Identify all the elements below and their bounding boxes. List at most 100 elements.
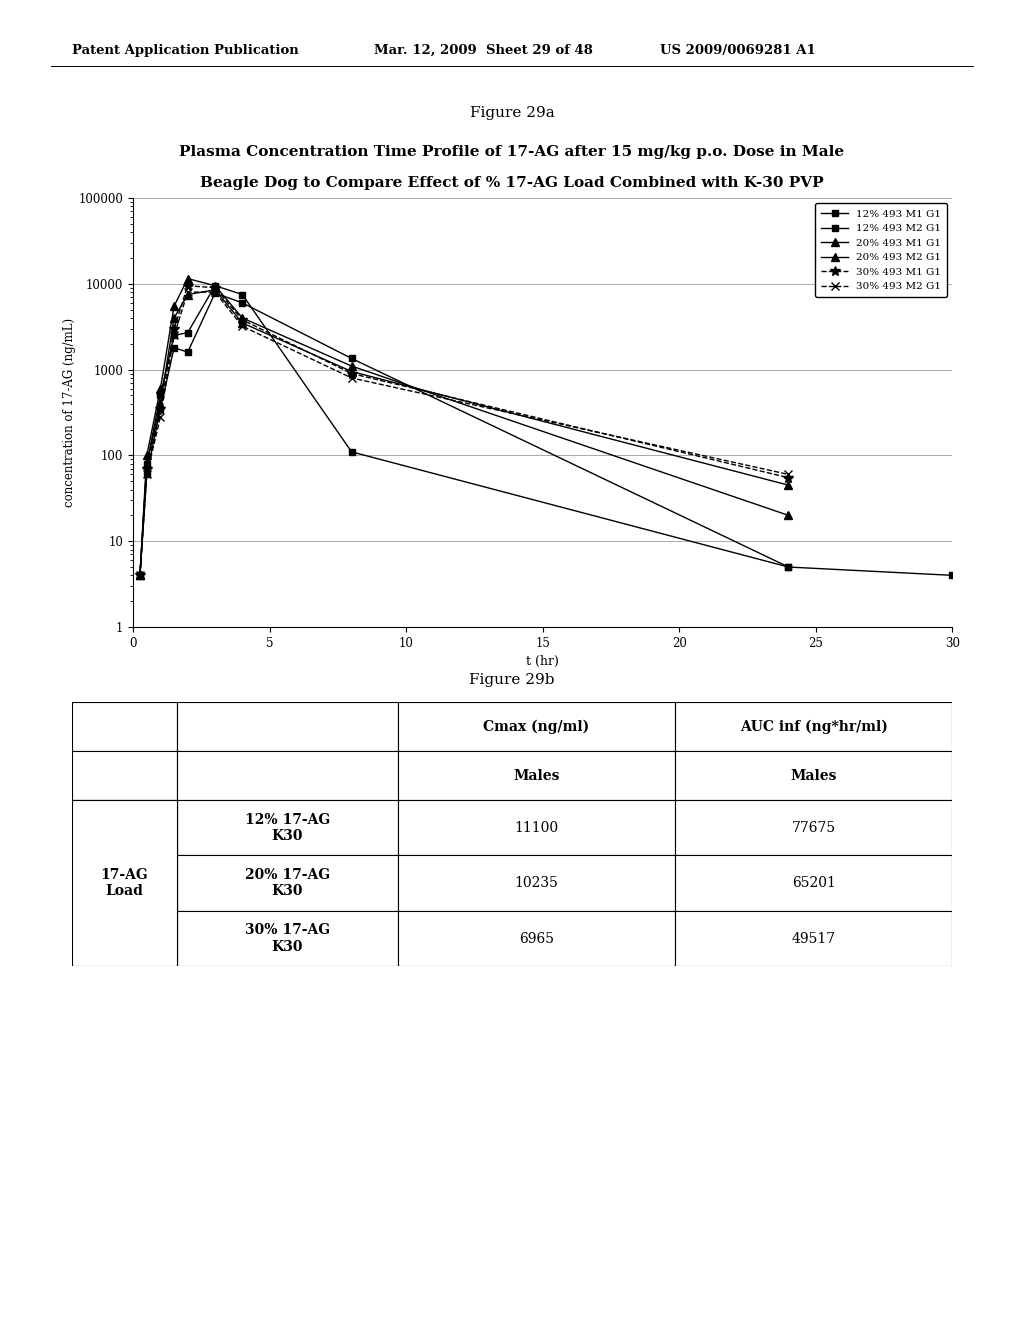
Bar	[397, 800, 675, 855]
12% 493 M2 G1	[209, 285, 221, 301]
Line: 30% 493 M2 G1: 30% 493 M2 G1	[136, 288, 793, 579]
20% 493 M1 G1	[168, 298, 180, 314]
30% 493 M2 G1	[168, 327, 180, 343]
30% 493 M2 G1	[181, 284, 194, 300]
20% 493 M1 G1	[209, 277, 221, 293]
20% 493 M1 G1	[155, 380, 167, 396]
20% 493 M1 G1	[134, 568, 146, 583]
Text: AUC inf (ng*hr/ml): AUC inf (ng*hr/ml)	[739, 719, 888, 734]
Bar	[72, 702, 177, 751]
20% 493 M2 G1	[782, 478, 795, 494]
Bar	[72, 855, 177, 911]
30% 493 M2 G1	[209, 284, 221, 300]
Y-axis label: concentration of 17-AG (ng/mL): concentration of 17-AG (ng/mL)	[62, 318, 76, 507]
12% 493 M2 G1	[345, 351, 357, 367]
30% 493 M1 G1	[237, 312, 249, 327]
Text: 6965: 6965	[519, 932, 554, 945]
Bar	[72, 800, 177, 855]
Line: 12% 493 M1 G1: 12% 493 M1 G1	[137, 282, 955, 578]
Text: Figure 29a: Figure 29a	[470, 106, 554, 120]
Bar	[675, 702, 952, 751]
Text: Figure 29b: Figure 29b	[469, 673, 555, 688]
20% 493 M2 G1	[134, 568, 146, 583]
30% 493 M2 G1	[345, 370, 357, 385]
Bar	[72, 911, 177, 966]
30% 493 M1 G1	[168, 321, 180, 337]
Bar	[675, 855, 952, 911]
30% 493 M2 G1	[237, 318, 249, 334]
20% 493 M2 G1	[345, 363, 357, 379]
Legend: 12% 493 M1 G1, 12% 493 M2 G1, 20% 493 M1 G1, 20% 493 M2 G1, 30% 493 M1 G1, 30% 4: 12% 493 M1 G1, 12% 493 M2 G1, 20% 493 M1…	[815, 203, 947, 297]
30% 493 M1 G1	[181, 277, 194, 293]
12% 493 M1 G1	[237, 286, 249, 302]
Bar	[675, 911, 952, 966]
Bar	[675, 800, 952, 855]
Bar	[397, 911, 675, 966]
Text: 20% 17-AG
K30: 20% 17-AG K30	[245, 869, 330, 898]
Text: Males: Males	[513, 768, 559, 783]
Text: Males: Males	[791, 768, 837, 783]
Text: 12% 17-AG
K30: 12% 17-AG K30	[245, 813, 330, 842]
Bar	[397, 702, 675, 751]
12% 493 M1 G1	[134, 568, 146, 583]
12% 493 M2 G1	[140, 466, 153, 482]
Text: 10235: 10235	[514, 876, 558, 890]
30% 493 M1 G1	[134, 568, 146, 583]
12% 493 M1 G1	[181, 325, 194, 341]
20% 493 M1 G1	[181, 271, 194, 286]
20% 493 M2 G1	[168, 310, 180, 326]
Bar	[675, 751, 952, 800]
Bar	[177, 751, 397, 800]
12% 493 M1 G1	[946, 568, 958, 583]
Text: 77675: 77675	[792, 821, 836, 834]
30% 493 M2 G1	[155, 409, 167, 425]
Text: 11100: 11100	[514, 821, 558, 834]
Line: 20% 493 M2 G1: 20% 493 M2 G1	[136, 285, 793, 579]
Text: Plasma Concentration Time Profile of 17-AG after 15 mg/kg p.o. Dose in Male: Plasma Concentration Time Profile of 17-…	[179, 145, 845, 160]
X-axis label: t (hr): t (hr)	[526, 655, 559, 668]
12% 493 M2 G1	[168, 339, 180, 355]
Bar	[72, 751, 177, 800]
Bar	[177, 911, 397, 966]
Text: Patent Application Publication: Patent Application Publication	[72, 44, 298, 57]
Text: 17-AG
Load: 17-AG Load	[100, 869, 148, 898]
12% 493 M2 G1	[237, 294, 249, 310]
Bar	[177, 800, 397, 855]
Bar	[397, 855, 675, 911]
12% 493 M2 G1	[155, 401, 167, 417]
30% 493 M2 G1	[782, 466, 795, 482]
12% 493 M1 G1	[209, 277, 221, 293]
30% 493 M1 G1	[345, 366, 357, 381]
Text: Beagle Dog to Compare Effect of % 17-AG Load Combined with K-30 PVP: Beagle Dog to Compare Effect of % 17-AG …	[200, 176, 824, 190]
20% 493 M1 G1	[345, 358, 357, 374]
20% 493 M1 G1	[237, 310, 249, 326]
20% 493 M2 G1	[140, 455, 153, 471]
20% 493 M2 G1	[155, 396, 167, 412]
20% 493 M1 G1	[140, 447, 153, 463]
Text: 49517: 49517	[792, 932, 836, 945]
Line: 30% 493 M1 G1: 30% 493 M1 G1	[135, 281, 794, 581]
30% 493 M1 G1	[140, 461, 153, 477]
12% 493 M1 G1	[155, 388, 167, 404]
Text: 30% 17-AG
K30: 30% 17-AG K30	[245, 924, 330, 953]
Line: 12% 493 M2 G1: 12% 493 M2 G1	[137, 290, 792, 578]
Text: Cmax (ng/ml): Cmax (ng/ml)	[483, 719, 590, 734]
12% 493 M1 G1	[140, 455, 153, 471]
Text: Mar. 12, 2009  Sheet 29 of 48: Mar. 12, 2009 Sheet 29 of 48	[374, 44, 593, 57]
30% 493 M1 G1	[209, 280, 221, 296]
Bar	[177, 855, 397, 911]
12% 493 M1 G1	[782, 560, 795, 576]
30% 493 M1 G1	[782, 470, 795, 486]
12% 493 M2 G1	[782, 560, 795, 576]
20% 493 M2 G1	[237, 315, 249, 331]
12% 493 M2 G1	[181, 345, 194, 360]
20% 493 M2 G1	[181, 286, 194, 302]
20% 493 M1 G1	[782, 507, 795, 523]
Bar	[72, 800, 177, 966]
20% 493 M2 G1	[209, 282, 221, 298]
Text: 65201: 65201	[792, 876, 836, 890]
Line: 20% 493 M1 G1: 20% 493 M1 G1	[136, 275, 793, 579]
30% 493 M2 G1	[134, 568, 146, 583]
12% 493 M2 G1	[134, 568, 146, 583]
Bar	[397, 751, 675, 800]
